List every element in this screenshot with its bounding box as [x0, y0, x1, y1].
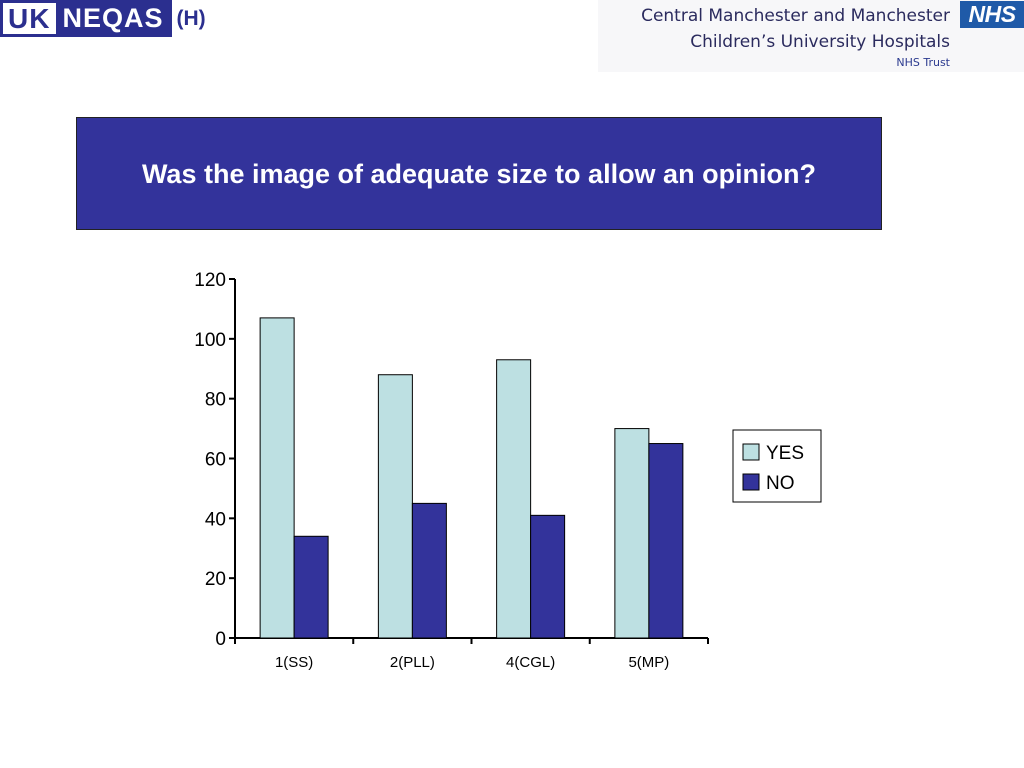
nhs-badge-logo: NHS: [960, 1, 1024, 28]
y-tick-label: 20: [205, 569, 226, 590]
bar-no-4: [648, 443, 684, 639]
legend-label-yes: YES: [766, 443, 804, 464]
logo-suffix: (H): [176, 6, 206, 30]
trust-name-line2: Children’s University Hospitals: [690, 32, 950, 52]
bar-yes-2: [377, 374, 413, 639]
logo-neqas-text: NEQAS: [56, 3, 170, 34]
logo-box: UK NEQAS: [0, 0, 173, 37]
trust-name-line3: NHS Trust: [896, 56, 950, 69]
bar-yes-4: [614, 428, 650, 639]
bar-no-2: [411, 502, 447, 639]
y-tick-label: 100: [194, 330, 226, 351]
legend-label-no: NO: [766, 473, 795, 494]
x-category-label: 1(SS): [275, 654, 313, 671]
chart-title: Was the image of adequate size to allow …: [141, 158, 817, 189]
trust-logo: Central Manchester and Manchester Childr…: [598, 0, 1024, 72]
y-tick-label: 80: [205, 390, 226, 411]
bar-yes-3: [496, 359, 532, 639]
x-category-label: 4(CGL): [506, 654, 555, 671]
logo-uk-text: UK: [8, 3, 51, 34]
bar-no-1: [293, 535, 329, 639]
y-tick-label: 60: [205, 450, 226, 471]
x-category-label: 5(MP): [628, 654, 669, 671]
y-tick-label: 40: [205, 509, 226, 530]
x-category-label: 2(PLL): [390, 654, 435, 671]
title-banner: Was the image of adequate size to allow …: [76, 117, 882, 230]
y-tick-label: 120: [194, 270, 226, 291]
legend-swatch-no: [742, 473, 760, 491]
uk-neqas-logo: UK NEQAS (H): [0, 0, 206, 37]
bar-no-3: [530, 514, 566, 639]
legend-swatch-yes: [742, 443, 760, 461]
trust-name-line1: Central Manchester and Manchester: [641, 6, 950, 26]
bar-yes-1: [259, 317, 295, 639]
y-tick-label: 0: [215, 629, 226, 650]
